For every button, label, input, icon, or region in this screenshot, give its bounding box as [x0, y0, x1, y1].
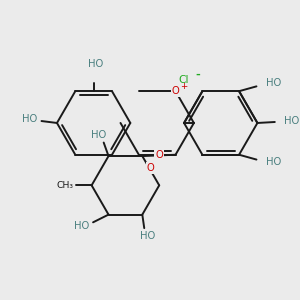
Text: HO: HO [266, 79, 281, 88]
Text: +: + [180, 82, 187, 91]
Text: HO: HO [266, 158, 281, 167]
Text: HO: HO [140, 231, 155, 241]
Text: O: O [172, 86, 179, 96]
Text: HO: HO [22, 114, 38, 124]
Text: HO: HO [74, 221, 89, 231]
Text: HO: HO [88, 59, 103, 69]
Text: HO: HO [284, 116, 300, 126]
Text: CH₃: CH₃ [56, 181, 73, 190]
Text: HO: HO [91, 130, 106, 140]
Text: -: - [195, 70, 200, 80]
Text: O: O [147, 163, 154, 173]
Text: Cl: Cl [178, 76, 189, 85]
Text: O: O [155, 150, 163, 161]
